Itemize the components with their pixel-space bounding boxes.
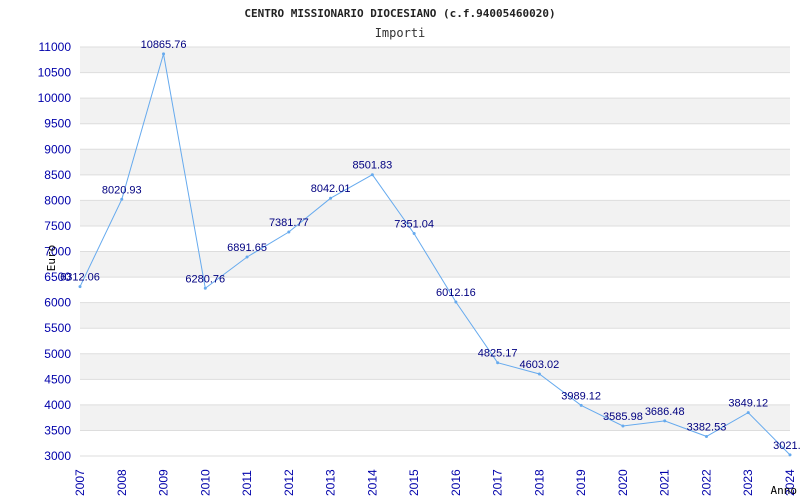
y-tick-label: 3000 [44, 449, 71, 463]
data-point [579, 403, 583, 407]
data-point [788, 453, 792, 457]
chart-subtitle: Importi [375, 26, 426, 40]
x-tick-label: 2016 [449, 469, 463, 496]
data-label: 3989.12 [561, 390, 601, 402]
data-label: 8501.83 [352, 160, 392, 172]
y-tick-label: 4000 [44, 398, 71, 412]
series-line [79, 53, 791, 456]
x-tick-label: 2015 [407, 469, 421, 496]
data-point [78, 285, 82, 289]
y-tick-label: 3500 [44, 423, 71, 437]
x-tick-label: 2022 [699, 469, 713, 496]
data-point [704, 434, 708, 438]
data-point [287, 230, 291, 234]
data-point [245, 255, 249, 259]
data-label: 6280.76 [185, 273, 225, 285]
x-tick-label: 2021 [658, 469, 672, 496]
grid-band [80, 404, 790, 431]
y-tick-label: 4500 [44, 372, 71, 386]
x-tick-label: 2009 [157, 469, 171, 496]
data-point [454, 300, 458, 304]
x-tick-label: 2007 [73, 469, 87, 496]
x-tick-label: 2017 [491, 469, 505, 496]
data-point [329, 196, 333, 200]
y-tick-label: 6500 [44, 270, 71, 284]
y-tick-label: 10000 [38, 91, 72, 105]
data-label: 3686.48 [645, 406, 685, 418]
x-tick-label: 2010 [198, 469, 212, 496]
y-tick-label: 10500 [38, 66, 72, 80]
grid-band [80, 353, 790, 380]
data-label: 4825.17 [478, 348, 518, 360]
data-label: 3849.12 [728, 398, 768, 410]
series-group [78, 52, 792, 457]
x-tick-label: 2024 [783, 469, 797, 496]
grid-band [80, 47, 790, 73]
x-tick-label: 2020 [616, 469, 630, 496]
y-tick-label: 5500 [44, 321, 71, 335]
x-tick-label: 2012 [282, 469, 296, 496]
y-tick-label: 8000 [44, 193, 71, 207]
data-label: 7351.04 [394, 219, 434, 231]
x-tick-label: 2023 [741, 469, 755, 496]
grid-band [80, 200, 790, 226]
y-tick-label: 7500 [44, 219, 71, 233]
x-tick-label: 2014 [365, 469, 379, 496]
data-point [412, 232, 416, 236]
data-point [496, 361, 500, 365]
grid-band [80, 302, 790, 329]
data-point [537, 372, 541, 376]
data-label: 7381.77 [269, 217, 309, 229]
grid-band [80, 98, 790, 124]
data-label: 4603.02 [520, 359, 560, 371]
data-label: 8020.93 [102, 184, 142, 196]
data-label: 6012.16 [436, 287, 476, 299]
data-label: 3021.5 [773, 440, 800, 452]
grid-band [80, 149, 790, 175]
y-tick-label: 8500 [44, 168, 71, 182]
y-tick-label: 7000 [44, 245, 71, 259]
data-point [746, 411, 750, 415]
y-axis-ticks: 3000 3500 4000 4500 5000 5500 6000 6500 7000 7500… [38, 40, 72, 463]
x-axis-title: Anno [771, 484, 798, 497]
data-label: 10865.76 [141, 39, 187, 51]
data-labels: 6312.06 8020.93 10865.76 6280.76 6891.65 7381… [60, 39, 800, 452]
data-point [621, 424, 625, 428]
x-tick-label: 2013 [324, 469, 338, 496]
data-point [370, 173, 374, 177]
y-tick-label: 11000 [39, 40, 72, 54]
y-tick-label: 9000 [44, 142, 71, 156]
data-label: 6891.65 [227, 242, 267, 254]
x-tick-label: 2008 [115, 469, 129, 496]
chart-title: CENTRO MISSIONARIO DIOCESIANO (c.f.94005… [244, 7, 555, 20]
data-point [120, 197, 124, 201]
data-label: 8042.01 [311, 183, 351, 195]
grid-lines [80, 46, 790, 457]
grid-band [80, 251, 790, 278]
data-point [203, 286, 207, 290]
data-label: 3382.53 [687, 421, 727, 433]
data-point [162, 52, 166, 56]
y-tick-label: 9500 [44, 117, 71, 131]
x-axis-ticks: 2007 2008 2009 2010 2011 2012 2013 2014 2015 2016… [73, 469, 797, 496]
x-tick-label: 2019 [574, 469, 588, 496]
y-tick-label: 5000 [44, 347, 71, 361]
data-label: 6312.06 [60, 272, 100, 284]
x-tick-label: 2018 [532, 469, 546, 496]
grid-bands [80, 47, 790, 431]
data-label: 3585.98 [603, 411, 643, 423]
data-point [663, 419, 667, 423]
x-tick-label: 2011 [240, 470, 254, 496]
y-axis-title: Euro [45, 245, 58, 272]
y-tick-label: 6000 [44, 296, 71, 310]
